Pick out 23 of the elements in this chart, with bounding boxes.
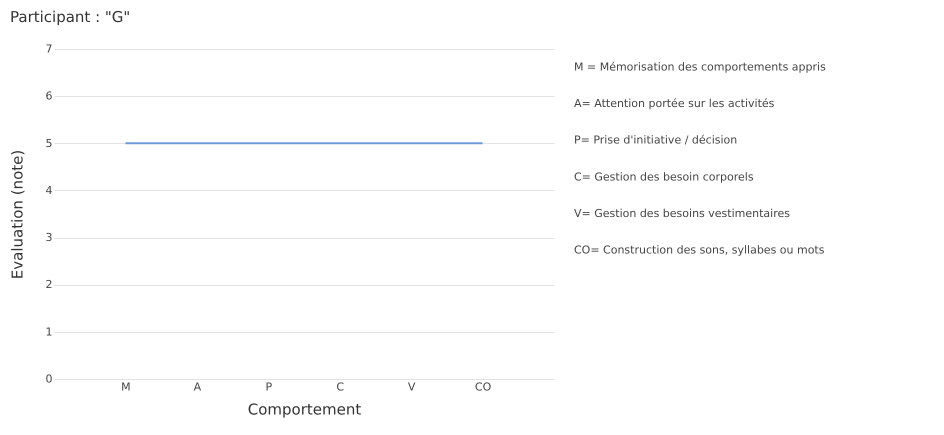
y-tick-label: 7 [46,42,52,56]
x-tick-label: M [121,380,131,394]
x-tick-label: V [408,380,416,394]
text: CO= Construction des sons, syllabes ou mots [574,244,825,257]
y-tick-label: 6 [46,90,52,103]
chart-title: Participant : "G" [10,8,130,26]
text: C= Gestion des besoin corporels [574,170,754,184]
text: M = Mémorisation des comportements appris [574,60,826,74]
y-tick-label: 2 [46,278,52,292]
text: V= Gestion des besoins vestimentaires [574,207,790,220]
y-tick-label: 1 [46,325,52,338]
x-axis-title: Comportement [248,400,362,418]
y-tick-label: 3 [46,231,52,244]
y-tick-label: 5 [46,136,52,150]
x-tick-label: P [265,380,272,394]
y-tick-label: 0 [46,372,52,386]
text: A= Attention portée sur les activités [574,97,775,110]
x-tick-label: C [336,380,344,394]
y-axis-title: Evaluation (note) [8,150,26,280]
text: P= Prise d'initiative / décision [574,134,738,147]
y-tick-label: 4 [46,184,52,197]
x-tick-label: A [194,380,202,394]
x-tick-label: CO [474,380,492,394]
